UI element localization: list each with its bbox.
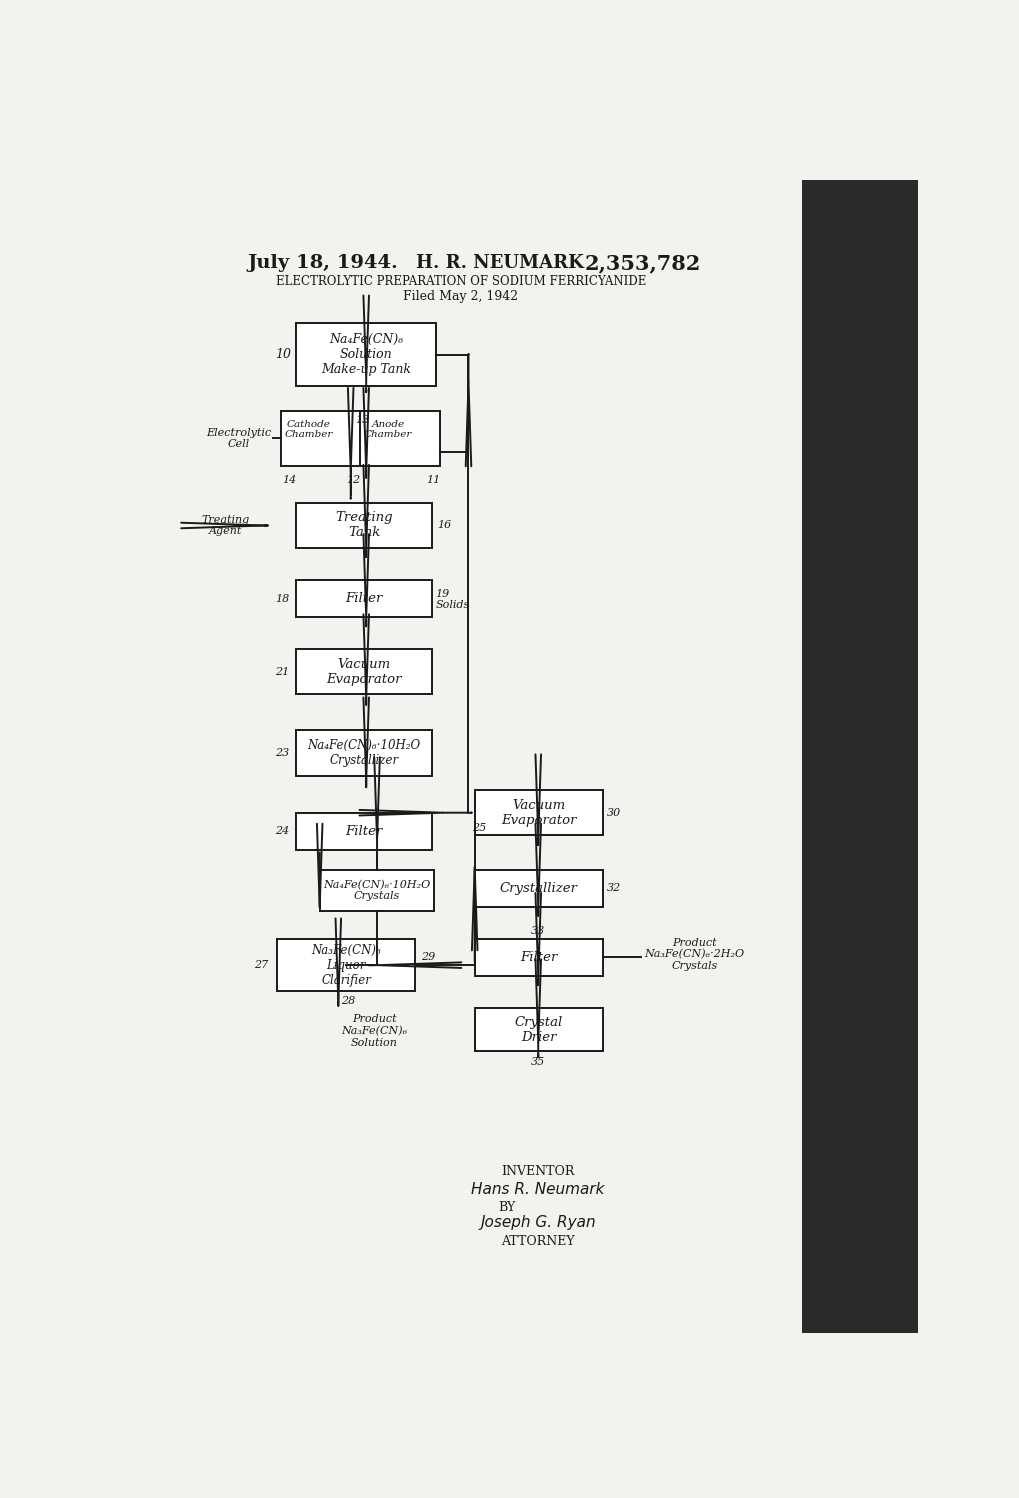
Text: 10: 10: [274, 348, 290, 361]
Text: 35: 35: [531, 1058, 545, 1067]
Bar: [801, 180, 917, 1333]
Bar: [474, 870, 602, 906]
Text: 16: 16: [436, 520, 450, 530]
Text: 29: 29: [421, 953, 435, 962]
Bar: [280, 410, 439, 466]
Text: 24: 24: [274, 827, 288, 836]
Text: Treating
Agent: Treating Agent: [202, 515, 250, 536]
Text: Crystal
Drier: Crystal Drier: [514, 1016, 562, 1044]
Text: 21: 21: [274, 667, 288, 677]
Text: 18: 18: [274, 593, 288, 604]
Bar: [297, 580, 432, 617]
Text: Na₄Fe(CN)₆·10H₂O
Crystallizer: Na₄Fe(CN)₆·10H₂O Crystallizer: [308, 739, 421, 767]
Text: Na₃Fe(CN)₆
Liquor
Clarifier: Na₃Fe(CN)₆ Liquor Clarifier: [311, 944, 380, 987]
Text: 11: 11: [426, 475, 439, 485]
Bar: [297, 650, 432, 694]
Text: 13: 13: [355, 415, 369, 425]
Bar: [474, 1008, 602, 1052]
Text: Cathode
Chamber: Cathode Chamber: [284, 419, 333, 439]
Text: 28: 28: [341, 996, 356, 1005]
Bar: [297, 503, 432, 548]
Text: 23: 23: [274, 748, 288, 758]
Text: Vacuum
Evaporator: Vacuum Evaporator: [500, 798, 576, 827]
Text: Treating
Tank: Treating Tank: [335, 511, 392, 539]
Text: July 18, 1944.: July 18, 1944.: [248, 255, 398, 273]
Text: 19: 19: [435, 589, 449, 599]
Text: BY: BY: [498, 1201, 516, 1213]
Bar: [474, 939, 602, 975]
Text: ELECTROLYTIC PREPARATION OF SODIUM FERRICYANIDE: ELECTROLYTIC PREPARATION OF SODIUM FERRI…: [275, 276, 645, 288]
Text: Na₄Fe(CN)₆
Solution
Make-up Tank: Na₄Fe(CN)₆ Solution Make-up Tank: [321, 333, 411, 376]
Text: INVENTOR: INVENTOR: [501, 1165, 575, 1179]
Text: 2,353,782: 2,353,782: [584, 253, 700, 273]
Bar: [319, 870, 434, 911]
Text: 32: 32: [606, 884, 621, 893]
Text: 27: 27: [254, 960, 268, 971]
Text: Filter: Filter: [345, 592, 382, 605]
Text: Filter: Filter: [520, 951, 556, 963]
Text: Crystallizer: Crystallizer: [499, 882, 577, 894]
Text: 14: 14: [282, 475, 297, 485]
Text: H. R. NEUMARK: H. R. NEUMARK: [415, 255, 583, 273]
Text: Product
Na₃Fe(CN)₆·2H₂O
Crystals: Product Na₃Fe(CN)₆·2H₂O Crystals: [644, 938, 744, 971]
Text: Filed May 2, 1942: Filed May 2, 1942: [403, 291, 518, 303]
Text: Anode
Chamber: Anode Chamber: [364, 419, 412, 439]
Text: 25: 25: [471, 822, 485, 833]
Text: Na₄Fe(CN)₆·10H₂O
Crystals: Na₄Fe(CN)₆·10H₂O Crystals: [323, 879, 430, 902]
Bar: [297, 730, 432, 776]
Text: 30: 30: [606, 807, 621, 818]
Text: 33: 33: [531, 926, 545, 936]
Text: Filter: Filter: [345, 825, 382, 837]
Bar: [297, 813, 432, 849]
Text: Vacuum
Evaporator: Vacuum Evaporator: [326, 658, 401, 686]
Text: Electrolytic
Cell: Electrolytic Cell: [206, 428, 271, 449]
Text: Hans R. Neumark: Hans R. Neumark: [471, 1182, 604, 1197]
Text: Product
Na₃Fe(CN)₆
Solution: Product Na₃Fe(CN)₆ Solution: [341, 1014, 408, 1049]
Text: Solids: Solids: [435, 599, 469, 610]
Text: ATTORNEY: ATTORNEY: [501, 1234, 575, 1248]
Bar: [474, 791, 602, 834]
Text: 12: 12: [345, 475, 360, 485]
Bar: [277, 939, 415, 992]
Bar: [297, 324, 435, 386]
Text: Joseph G. Ryan: Joseph G. Ryan: [480, 1215, 595, 1230]
